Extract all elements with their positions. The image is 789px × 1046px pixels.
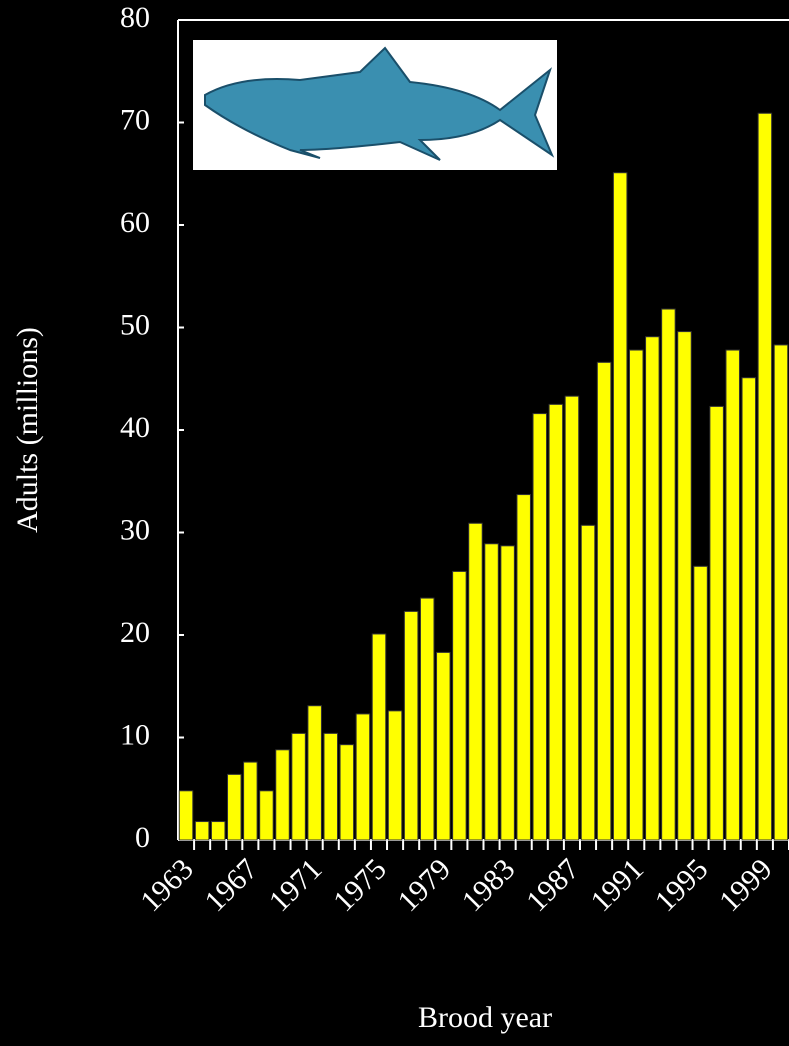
bar xyxy=(677,331,692,841)
bar xyxy=(548,403,564,841)
y-tick-label: 0 xyxy=(135,821,150,854)
bar xyxy=(371,633,387,841)
bar xyxy=(709,405,724,841)
y-tick-label: 20 xyxy=(120,616,150,649)
bar xyxy=(419,597,435,841)
bar xyxy=(564,395,580,841)
bar xyxy=(693,565,708,841)
y-axis-label: Adults (millions) xyxy=(11,327,44,533)
x-tick-label: 1983 xyxy=(456,852,522,918)
bar xyxy=(516,494,531,841)
bar xyxy=(178,790,194,841)
y-tick-label: 50 xyxy=(120,308,150,341)
bar xyxy=(323,732,339,841)
bar xyxy=(452,570,467,841)
bar xyxy=(387,710,403,841)
bar xyxy=(259,790,274,841)
bar xyxy=(725,349,740,841)
y-tick-label: 40 xyxy=(120,411,150,444)
x-tick-label: 1991 xyxy=(584,852,650,918)
bar xyxy=(210,821,226,841)
y-tick-label: 80 xyxy=(120,1,150,34)
y-tick-label: 70 xyxy=(120,103,150,136)
bar xyxy=(596,361,612,841)
x-tick-label: 1995 xyxy=(649,852,715,918)
x-tick-label: 1975 xyxy=(327,852,393,918)
bar xyxy=(612,172,628,841)
bar xyxy=(741,377,757,841)
bar xyxy=(645,336,660,841)
x-tick-label: 1971 xyxy=(263,852,329,918)
bar xyxy=(194,821,210,841)
bar xyxy=(355,713,371,841)
bar xyxy=(628,349,644,841)
bar xyxy=(339,744,355,841)
bar xyxy=(291,732,306,841)
bar xyxy=(484,543,499,841)
fish-image xyxy=(193,40,557,170)
bar xyxy=(500,545,515,841)
bar xyxy=(275,749,290,841)
bar xyxy=(580,524,596,841)
bar xyxy=(227,773,242,841)
bar xyxy=(773,344,789,841)
bar xyxy=(532,413,548,841)
x-tick-label: 1979 xyxy=(391,852,457,918)
bar xyxy=(403,610,419,841)
x-tick-label: 1967 xyxy=(198,852,264,918)
bar xyxy=(757,112,773,841)
x-tick-label: 1963 xyxy=(134,852,200,918)
y-tick-label: 60 xyxy=(120,206,150,239)
bar xyxy=(243,761,258,841)
y-tick-label: 10 xyxy=(120,718,150,751)
bar xyxy=(661,308,676,841)
fish xyxy=(204,46,555,161)
bar xyxy=(307,705,322,841)
y-tick-label: 30 xyxy=(120,513,150,546)
x-tick-label: 1987 xyxy=(520,852,586,918)
bar xyxy=(436,651,451,841)
x-axis-label: Brood year xyxy=(418,1001,552,1034)
bar xyxy=(468,522,483,841)
x-tick-label: 1999 xyxy=(713,852,779,918)
